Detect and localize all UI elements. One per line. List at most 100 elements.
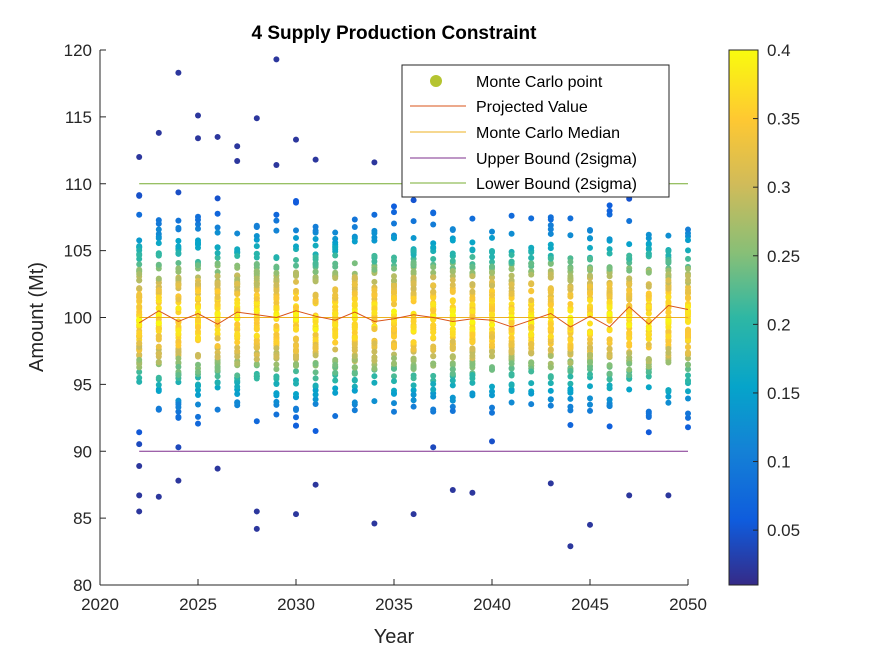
- mc-point: [567, 344, 574, 351]
- mc-outlier-point: [195, 112, 201, 119]
- mc-point: [155, 311, 162, 318]
- mc-point: [234, 400, 241, 407]
- mc-point: [469, 301, 476, 308]
- mc-point: [645, 245, 652, 252]
- mc-point: [136, 285, 143, 292]
- mc-point: [332, 246, 339, 253]
- mc-point: [685, 366, 691, 373]
- mc-point: [351, 364, 358, 371]
- mc-point: [606, 326, 613, 333]
- mc-point: [371, 258, 378, 265]
- mc-point: [508, 365, 515, 372]
- mc-point: [391, 209, 397, 216]
- y-axis-label: Amount (Mt): [26, 262, 48, 372]
- mc-point: [175, 226, 182, 233]
- mc-point: [195, 392, 201, 399]
- mc-point: [253, 307, 260, 314]
- mc-point: [665, 309, 672, 316]
- mc-point: [155, 326, 162, 333]
- mc-point: [685, 337, 691, 344]
- mc-point: [234, 291, 241, 298]
- mc-outlier-point: [155, 129, 162, 136]
- mc-point: [567, 336, 574, 343]
- legend: Monte Carlo point Projected Value Monte …: [401, 64, 670, 198]
- mc-point: [489, 253, 495, 260]
- mc-point: [528, 340, 535, 347]
- mc-point: [391, 294, 397, 301]
- legend-box: [401, 64, 670, 198]
- mc-point: [685, 410, 691, 417]
- mc-point: [351, 407, 358, 414]
- colorbar-tick-label: 0.25: [767, 247, 800, 266]
- mc-point: [175, 265, 182, 272]
- mc-point: [685, 303, 691, 310]
- mc-point: [528, 319, 535, 326]
- mc-point: [587, 407, 593, 414]
- mc-point: [136, 237, 143, 244]
- mc-point: [469, 308, 476, 315]
- mc-point: [606, 293, 613, 300]
- mc-point: [175, 408, 182, 415]
- mc-point: [567, 293, 574, 300]
- mc-point: [351, 353, 358, 360]
- mc-point: [410, 364, 417, 371]
- mc-point: [293, 304, 299, 311]
- mc-point: [410, 295, 417, 302]
- mc-outlier-point: [371, 520, 378, 527]
- mc-outlier-point: [234, 143, 241, 150]
- mc-point: [234, 353, 241, 360]
- mc-point: [449, 226, 456, 233]
- mc-point: [626, 313, 633, 320]
- mc-point: [214, 288, 221, 295]
- mc-point: [567, 359, 574, 366]
- mc-point: [351, 329, 358, 336]
- mc-point: [410, 261, 417, 268]
- mc-point: [312, 326, 319, 333]
- mc-point: [332, 286, 339, 293]
- mc-point: [273, 331, 280, 338]
- mc-point: [449, 366, 456, 373]
- mc-outlier-point: [469, 489, 476, 496]
- mc-point: [312, 331, 319, 338]
- mc-point: [195, 221, 201, 228]
- y-tick-label: 115: [65, 108, 92, 127]
- mc-point: [351, 341, 358, 348]
- mc-point: [253, 316, 260, 323]
- mc-point: [214, 260, 221, 267]
- mc-point: [567, 319, 574, 326]
- mc-point: [449, 237, 456, 244]
- mc-point: [293, 422, 299, 429]
- mc-point: [155, 240, 162, 247]
- mc-point: [567, 286, 574, 293]
- mc-point: [391, 373, 397, 380]
- mc-point: [175, 342, 182, 349]
- mc-point: [175, 217, 182, 224]
- mc-point: [587, 283, 593, 290]
- mc-point: [253, 332, 260, 339]
- mc-point: [293, 407, 299, 414]
- mc-point: [410, 197, 417, 204]
- mc-point: [606, 246, 613, 253]
- mc-point: [508, 399, 515, 406]
- mc-point: [606, 207, 613, 214]
- mc-point: [175, 401, 182, 408]
- mc-point: [606, 236, 613, 243]
- mc-point: [645, 303, 652, 310]
- mc-point: [665, 248, 672, 255]
- mc-point: [410, 247, 417, 254]
- mc-point: [214, 373, 221, 380]
- mc-point: [351, 291, 358, 298]
- mc-point: [136, 356, 143, 363]
- mc-point: [371, 354, 378, 361]
- mc-point: [626, 335, 633, 342]
- colorbar-tick-label: 0.2: [767, 315, 791, 334]
- mc-outlier-point: [567, 543, 574, 550]
- mc-point: [155, 374, 162, 381]
- mc-point: [626, 322, 633, 329]
- mc-point: [195, 288, 201, 295]
- mc-point: [175, 237, 182, 244]
- mc-point: [312, 235, 319, 242]
- mc-point: [332, 229, 339, 236]
- mc-point: [253, 360, 260, 367]
- mc-point: [528, 350, 535, 357]
